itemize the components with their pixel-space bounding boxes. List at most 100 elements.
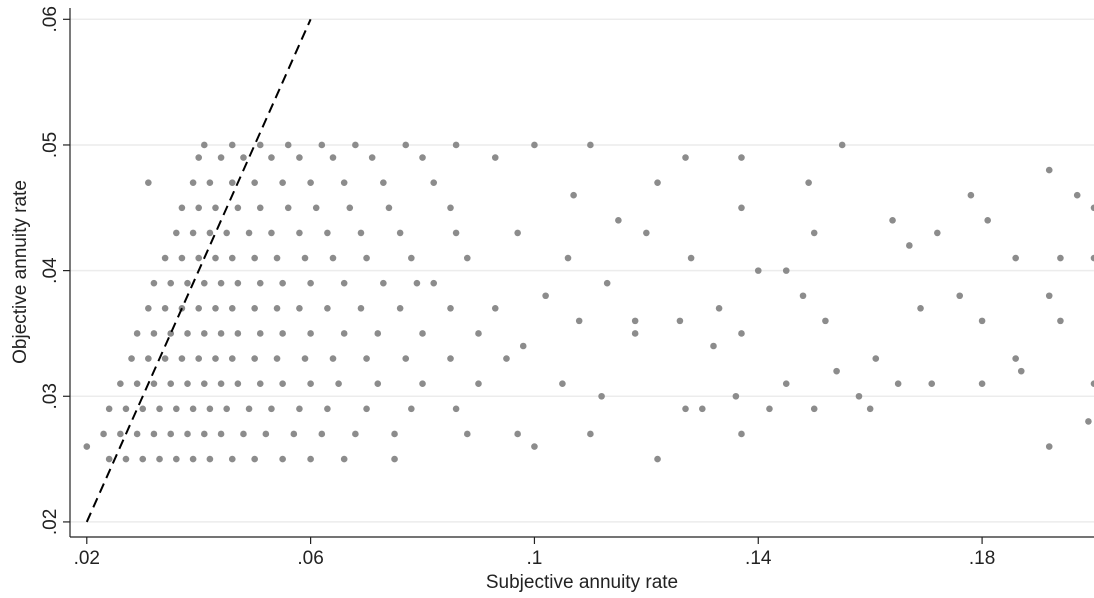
point bbox=[380, 279, 387, 287]
point bbox=[200, 141, 208, 149]
point bbox=[346, 204, 354, 212]
point bbox=[240, 430, 247, 438]
point bbox=[452, 229, 460, 237]
point bbox=[676, 317, 684, 325]
point bbox=[329, 355, 337, 362]
point bbox=[447, 355, 454, 362]
point bbox=[396, 305, 404, 312]
point bbox=[251, 179, 258, 186]
point bbox=[296, 229, 303, 237]
point bbox=[284, 204, 292, 212]
point bbox=[307, 279, 314, 287]
point bbox=[273, 254, 281, 262]
point bbox=[810, 229, 818, 237]
point bbox=[167, 380, 175, 388]
x-axis-label: Subjective annuity rate bbox=[486, 572, 678, 593]
point bbox=[654, 179, 661, 186]
point bbox=[206, 229, 214, 237]
point bbox=[396, 229, 404, 237]
point bbox=[83, 443, 91, 450]
point bbox=[228, 254, 236, 262]
point bbox=[212, 355, 219, 362]
point bbox=[570, 191, 577, 199]
point bbox=[279, 380, 286, 388]
point bbox=[301, 254, 309, 262]
point bbox=[145, 179, 152, 186]
point bbox=[150, 430, 158, 438]
point bbox=[307, 455, 314, 463]
point bbox=[587, 141, 594, 149]
point bbox=[217, 380, 225, 388]
point bbox=[1045, 443, 1053, 450]
point bbox=[710, 342, 717, 350]
point bbox=[782, 380, 790, 388]
point bbox=[178, 355, 186, 362]
point bbox=[324, 305, 331, 312]
y-tick-label: .03 bbox=[40, 383, 61, 409]
point bbox=[117, 430, 124, 438]
point bbox=[1017, 367, 1025, 375]
point bbox=[296, 305, 303, 312]
point bbox=[105, 405, 113, 413]
point bbox=[363, 355, 370, 362]
point bbox=[279, 179, 286, 186]
point bbox=[223, 229, 230, 237]
point bbox=[223, 405, 230, 413]
point bbox=[189, 179, 197, 186]
point bbox=[531, 443, 538, 450]
point bbox=[139, 405, 147, 413]
point bbox=[1085, 418, 1092, 425]
point bbox=[408, 254, 415, 262]
point bbox=[391, 430, 398, 438]
point bbox=[514, 229, 521, 237]
point bbox=[195, 355, 202, 362]
point bbox=[978, 317, 986, 325]
point bbox=[217, 154, 225, 161]
point bbox=[682, 154, 689, 161]
point bbox=[559, 380, 566, 388]
point bbox=[256, 380, 264, 388]
point bbox=[1012, 254, 1019, 262]
point bbox=[324, 229, 331, 237]
point bbox=[917, 305, 924, 312]
point bbox=[872, 355, 880, 362]
point bbox=[139, 455, 147, 463]
point bbox=[503, 355, 510, 362]
point bbox=[491, 305, 499, 312]
y-tick-label: .05 bbox=[40, 132, 61, 158]
point bbox=[329, 254, 337, 262]
point bbox=[475, 330, 482, 337]
point bbox=[1090, 254, 1094, 262]
point bbox=[279, 455, 286, 463]
point bbox=[1012, 355, 1019, 362]
point bbox=[150, 330, 158, 337]
point bbox=[531, 141, 538, 149]
point bbox=[217, 279, 225, 287]
point bbox=[290, 430, 298, 438]
point bbox=[631, 330, 639, 337]
point bbox=[256, 330, 264, 337]
point bbox=[738, 154, 745, 161]
point bbox=[212, 305, 219, 312]
point bbox=[805, 179, 812, 186]
point bbox=[799, 292, 807, 300]
point bbox=[200, 279, 208, 287]
point bbox=[145, 305, 152, 312]
point bbox=[833, 367, 840, 375]
point bbox=[1045, 166, 1053, 174]
point bbox=[475, 380, 482, 388]
point bbox=[324, 405, 331, 413]
point bbox=[228, 141, 236, 149]
point bbox=[956, 292, 964, 300]
point bbox=[228, 179, 236, 186]
point bbox=[643, 229, 650, 237]
point bbox=[161, 355, 169, 362]
point bbox=[447, 204, 454, 212]
point bbox=[978, 380, 986, 388]
reference-line bbox=[85, 18, 312, 523]
point bbox=[340, 179, 348, 186]
point bbox=[178, 204, 186, 212]
point bbox=[491, 154, 499, 161]
y-axis-label: Objective annuity rate bbox=[10, 180, 31, 364]
